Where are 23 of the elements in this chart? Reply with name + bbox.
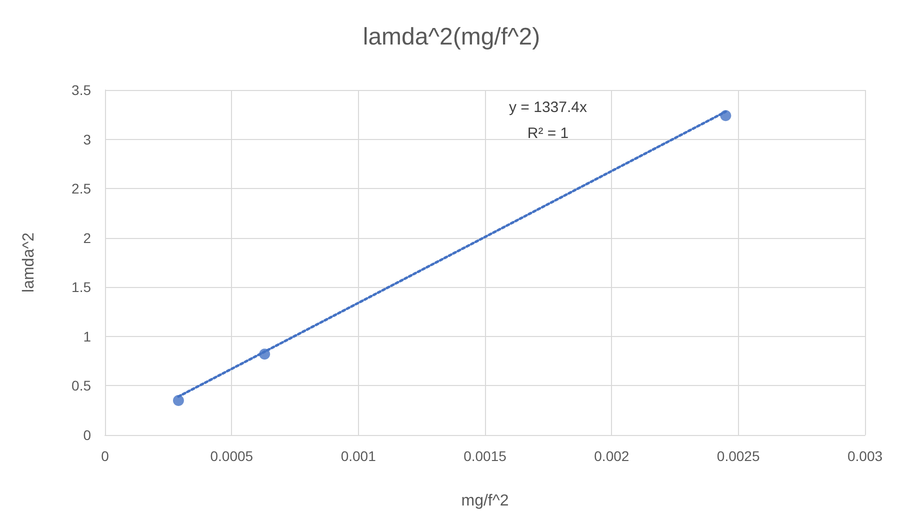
y-tick-label: 1.5 (72, 279, 92, 296)
x-tick-label: 0.002 (594, 448, 630, 464)
x-tick-label: 0.0025 (716, 448, 760, 464)
y-tick-label: 3.5 (72, 82, 92, 98)
y-axis-title: lamda^2 (20, 232, 38, 292)
x-tick-label: 0.0005 (210, 448, 254, 464)
chart-title: lamda^2(mg/f^2) (362, 24, 540, 50)
point (172, 395, 184, 406)
y-tick-label: 2.5 (72, 180, 92, 197)
x-axis-title: mg/f^2 (461, 492, 509, 510)
y-tick-label: 0.5 (72, 378, 92, 394)
y-tick-label: 3 (83, 131, 92, 148)
x-tick-label: 0.003 (847, 448, 883, 464)
point (720, 110, 732, 122)
y-tick-label: 1 (83, 328, 92, 344)
y-tick-label: 0 (83, 427, 92, 443)
annotation: R² = 1 (527, 125, 569, 142)
x-tick-label: 0 (101, 448, 110, 464)
y-tick-label: 2 (83, 230, 92, 246)
point (259, 348, 270, 360)
x-tick-label: 0.0015 (464, 448, 507, 464)
annotation: y = 1337.4x (509, 99, 588, 116)
x-tick-label: 0.001 (340, 448, 376, 464)
